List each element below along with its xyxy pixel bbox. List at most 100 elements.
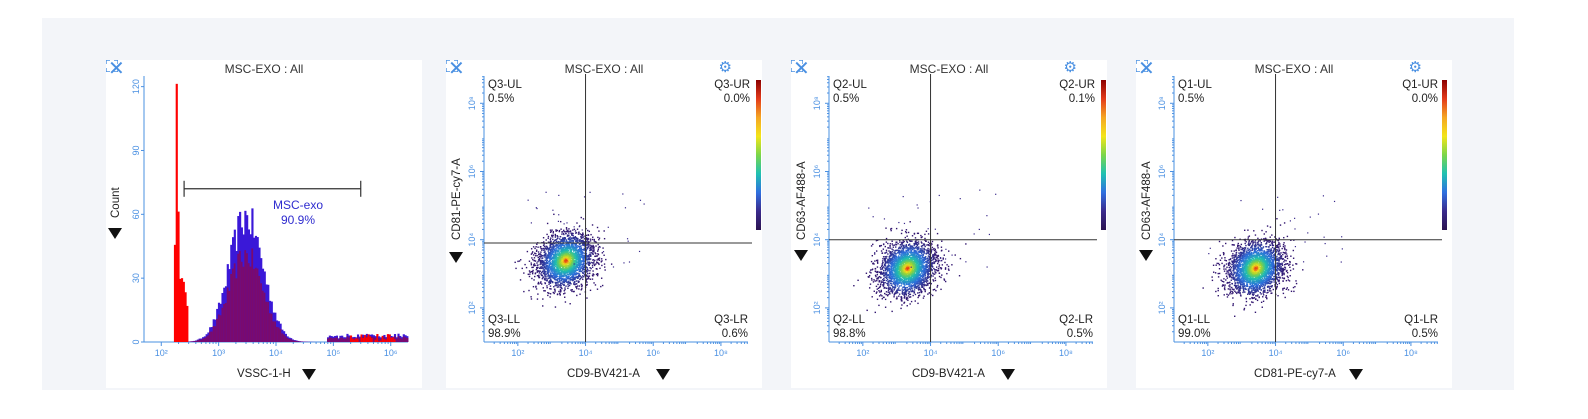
event-dot	[884, 281, 886, 284]
event-dot	[876, 262, 879, 264]
event-dot	[541, 249, 543, 252]
event-dot	[581, 284, 583, 287]
event-dot	[539, 259, 541, 262]
event-dot	[570, 268, 572, 270]
event-dot	[899, 281, 902, 283]
histogram-panel[interactable]: ✕ MSC-EXO : All 0 30 60 90 120 10² 10³ 10⁴ 10⁵ 10…	[106, 58, 422, 388]
quadrant-lr-pct: 0.6%	[721, 328, 748, 340]
event-dot	[556, 257, 559, 259]
event-dot	[584, 245, 586, 247]
event-dot	[885, 293, 887, 296]
event-dot	[562, 265, 564, 267]
event-dot	[917, 263, 920, 265]
histogram-bar-overlap	[279, 329, 282, 342]
event-dot	[589, 255, 592, 257]
event-dot	[549, 281, 552, 284]
event-dot	[893, 274, 895, 276]
event-dot	[880, 250, 883, 252]
event-dot	[919, 250, 922, 253]
y-axis-dropdown-icon[interactable]	[108, 228, 122, 239]
close-icon[interactable]: ✕	[448, 58, 465, 80]
event-dot	[915, 254, 918, 257]
event-dot	[885, 237, 888, 240]
event-dot	[876, 261, 879, 263]
event-dot	[924, 269, 926, 271]
event-dot	[597, 258, 600, 260]
event-dot	[918, 246, 920, 248]
event-dot	[578, 265, 581, 267]
event-dot	[573, 265, 576, 267]
event-dot	[896, 266, 899, 268]
event-dot	[887, 284, 889, 286]
event-dot	[914, 255, 917, 257]
event-dot	[899, 289, 901, 292]
event-dot	[546, 271, 549, 273]
event-dot	[909, 246, 911, 248]
event-dot	[926, 244, 928, 246]
x-axis-dropdown-icon[interactable]	[656, 369, 670, 380]
event-dot-outlier	[583, 196, 586, 198]
event-dot	[558, 253, 560, 255]
histogram-bar-overlap	[200, 339, 203, 342]
quadrant-ul-pct: 0.5%	[488, 93, 515, 105]
event-dot	[582, 267, 584, 270]
event-dot	[552, 260, 554, 263]
event-dot	[558, 266, 561, 269]
event-dot	[548, 265, 550, 267]
event-dot	[884, 262, 887, 264]
close-icon[interactable]: ✕	[108, 58, 125, 80]
event-dot	[555, 276, 557, 278]
histogram-bar-overlap	[256, 268, 259, 342]
x-axis-dropdown-icon[interactable]	[302, 369, 316, 380]
event-dot	[557, 260, 559, 263]
event-dot	[582, 218, 585, 220]
scatter-panel-q2[interactable]: ✕ MSC-EXO : All ⚙ 10² 10² 10⁴ 10⁴ 10⁶ 10⁶ 10⁸ 1…	[791, 58, 1107, 388]
gear-icon[interactable]: ⚙	[1063, 59, 1077, 76]
event-dot	[551, 265, 553, 268]
event-dot	[537, 264, 539, 266]
event-dot	[914, 284, 916, 286]
event-dot	[566, 250, 569, 252]
event-dot	[876, 279, 878, 282]
event-dot	[541, 257, 544, 259]
event-dot	[914, 247, 916, 250]
quadrant-ul: Q3-UL 0.5%	[488, 78, 522, 106]
event-dot	[898, 255, 900, 257]
gear-icon[interactable]: ⚙	[718, 59, 732, 76]
event-dot	[890, 253, 893, 256]
event-dot	[559, 256, 562, 258]
event-dot	[549, 229, 552, 231]
event-dot	[581, 254, 583, 256]
event-dot	[925, 264, 928, 267]
event-dot	[570, 260, 572, 262]
histogram-bar-ungated	[371, 338, 374, 342]
event-dot	[552, 247, 554, 249]
event-dot	[921, 286, 923, 288]
event-dot	[568, 230, 570, 233]
event-dot	[578, 256, 580, 259]
event-dot	[583, 259, 585, 261]
event-dot-outlier	[602, 251, 605, 253]
histogram-bar-overlap	[378, 338, 381, 342]
x-axis-label: VSSC-1-H	[237, 368, 291, 380]
event-dot	[552, 291, 555, 294]
event-dot	[958, 275, 961, 277]
event-dot	[565, 230, 568, 232]
event-dot	[572, 252, 574, 254]
y-axis-dropdown-icon[interactable]	[449, 252, 463, 263]
histogram-bar-overlap	[400, 338, 404, 342]
event-dot	[923, 283, 925, 285]
scatter-panel-q3[interactable]: ✕ MSC-EXO : All ⚙ 10² 10² 10⁴ 10⁴ 10⁶ 10⁶ 10⁸ 1…	[446, 58, 762, 388]
event-dot	[920, 289, 922, 291]
close-icon[interactable]: ✕	[793, 58, 810, 80]
gate-label[interactable]: MSC-exo 90.9%	[262, 198, 334, 228]
event-dot	[586, 259, 589, 261]
event-dot	[594, 252, 596, 254]
event-dot	[917, 296, 919, 299]
event-dot	[901, 242, 903, 244]
event-dot	[584, 252, 586, 255]
event-dot	[577, 277, 580, 279]
